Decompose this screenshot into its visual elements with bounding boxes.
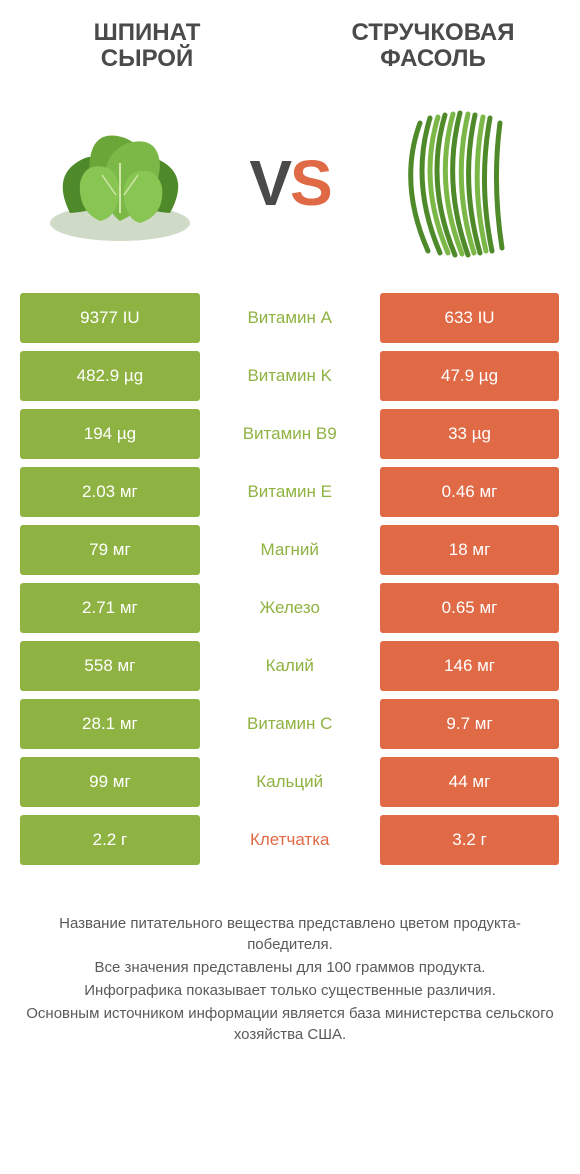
- footer-line: Основным источником информации является …: [20, 1003, 560, 1045]
- left-value: 2.71 мг: [20, 583, 200, 633]
- table-row: 2.03 мгВитамин E0.46 мг: [20, 467, 560, 517]
- left-value: 28.1 мг: [20, 699, 200, 749]
- nutrient-label: Витамин C: [200, 699, 380, 749]
- left-value: 194 µg: [20, 409, 200, 459]
- table-row: 2.2 гКлетчатка3.2 г: [20, 815, 560, 865]
- title-left: ШПИНАТ СЫРОЙ: [30, 20, 264, 73]
- table-row: 28.1 мгВитамин C9.7 мг: [20, 699, 560, 749]
- table-row: 79 мгМагний18 мг: [20, 525, 560, 575]
- nutrient-label: Витамин B9: [200, 409, 380, 459]
- right-value: 0.65 мг: [380, 583, 560, 633]
- nutrient-label: Калий: [200, 641, 380, 691]
- images-row: VS: [0, 73, 580, 293]
- right-value: 44 мг: [380, 757, 560, 807]
- footer-line: Название питательного вещества представл…: [20, 913, 560, 955]
- table-row: 99 мгКальций44 мг: [20, 757, 560, 807]
- nutrient-label: Магний: [200, 525, 380, 575]
- table-row: 9377 IUВитамин A633 IU: [20, 293, 560, 343]
- footer-line: Все значения представлены для 100 граммо…: [20, 957, 560, 978]
- header: ШПИНАТ СЫРОЙ СТРУЧКОВАЯ ФАСОЛЬ: [0, 0, 580, 73]
- green-beans-image: [370, 103, 550, 263]
- table-row: 194 µgВитамин B933 µg: [20, 409, 560, 459]
- footer-line: Инфографика показывает только существенн…: [20, 980, 560, 1001]
- footer-notes: Название питательного вещества представл…: [0, 873, 580, 1045]
- title-right: СТРУЧКОВАЯ ФАСОЛЬ: [316, 20, 550, 73]
- table-row: 482.9 µgВитамин K47.9 µg: [20, 351, 560, 401]
- right-value: 3.2 г: [380, 815, 560, 865]
- right-value: 0.46 мг: [380, 467, 560, 517]
- right-value: 47.9 µg: [380, 351, 560, 401]
- right-value: 33 µg: [380, 409, 560, 459]
- comparison-table: 9377 IUВитамин A633 IU482.9 µgВитамин K4…: [0, 293, 580, 865]
- spinach-image: [30, 103, 210, 263]
- left-value: 558 мг: [20, 641, 200, 691]
- nutrient-label: Витамин E: [200, 467, 380, 517]
- left-value: 79 мг: [20, 525, 200, 575]
- table-row: 558 мгКалий146 мг: [20, 641, 560, 691]
- right-value: 633 IU: [380, 293, 560, 343]
- left-value: 482.9 µg: [20, 351, 200, 401]
- nutrient-label: Клетчатка: [200, 815, 380, 865]
- left-value: 9377 IU: [20, 293, 200, 343]
- vs-label: VS: [249, 146, 330, 220]
- nutrient-label: Витамин A: [200, 293, 380, 343]
- left-value: 2.2 г: [20, 815, 200, 865]
- table-row: 2.71 мгЖелезо0.65 мг: [20, 583, 560, 633]
- left-value: 99 мг: [20, 757, 200, 807]
- nutrient-label: Витамин K: [200, 351, 380, 401]
- vs-v: V: [249, 147, 290, 219]
- right-value: 9.7 мг: [380, 699, 560, 749]
- right-value: 146 мг: [380, 641, 560, 691]
- left-value: 2.03 мг: [20, 467, 200, 517]
- right-value: 18 мг: [380, 525, 560, 575]
- vs-s: S: [290, 147, 331, 219]
- nutrient-label: Кальций: [200, 757, 380, 807]
- nutrient-label: Железо: [200, 583, 380, 633]
